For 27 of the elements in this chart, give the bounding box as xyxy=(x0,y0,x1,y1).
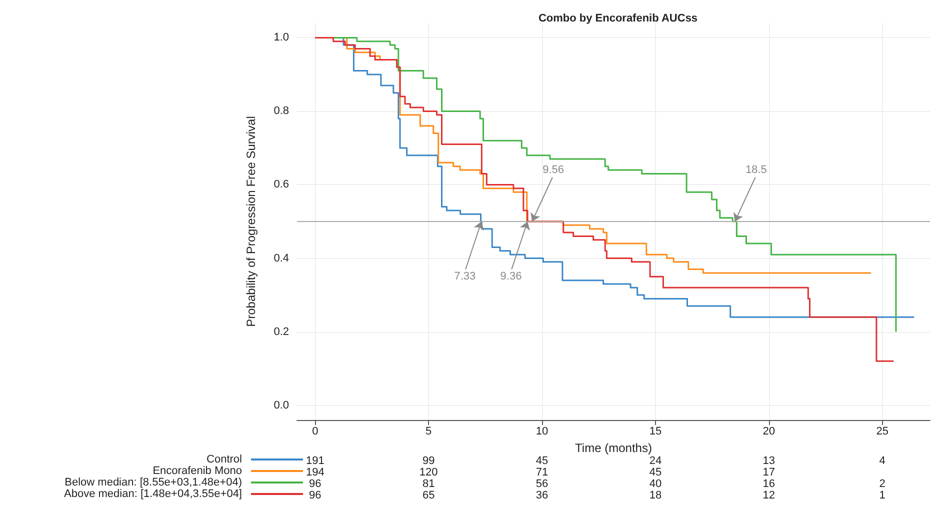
legend-label: Encorafenib Mono xyxy=(152,465,242,477)
legend-label: Above median: [1.48e+04,3.55e+04] xyxy=(64,488,242,500)
x-axis-title: Time (months) xyxy=(575,440,652,455)
y-tick-label: 0.8 xyxy=(274,105,289,118)
y-tick-label: 0.4 xyxy=(274,252,289,264)
y-tick-label: 1.0 xyxy=(274,32,289,44)
x-tick-label: 15 xyxy=(649,426,662,438)
y-axis-title: Probability of Progression Free Survival xyxy=(244,116,258,327)
text: 191 99 45 24 13 4 xyxy=(306,455,886,467)
y-tick-label: 0.6 xyxy=(274,178,289,191)
x-tick-label: 0 xyxy=(312,426,318,438)
annotation: 9.36 xyxy=(500,270,522,283)
text: 96 81 56 40 16 2 xyxy=(309,478,886,490)
legend-label: Control xyxy=(206,454,242,466)
x-tick-label: 5 xyxy=(426,426,432,438)
legend-label: Below median: [8.55e+03,1.48e+04) xyxy=(64,476,242,488)
text: 194 120 71 45 17 xyxy=(306,466,776,478)
x-tick-label: 10 xyxy=(536,426,548,438)
annotation: 18.5 xyxy=(745,164,767,176)
text: 96 65 36 18 12 1 xyxy=(309,490,886,502)
chart-title: Combo by Encorafenib AUCss xyxy=(538,12,698,24)
y-tick-label: 0.0 xyxy=(274,399,289,412)
x-tick-label: 25 xyxy=(876,426,888,438)
annotation: 7.33 xyxy=(454,270,476,283)
annotation: 9.56 xyxy=(542,164,564,176)
x-tick-label: 20 xyxy=(762,426,776,438)
y-tick-label: 0.2 xyxy=(274,326,289,338)
